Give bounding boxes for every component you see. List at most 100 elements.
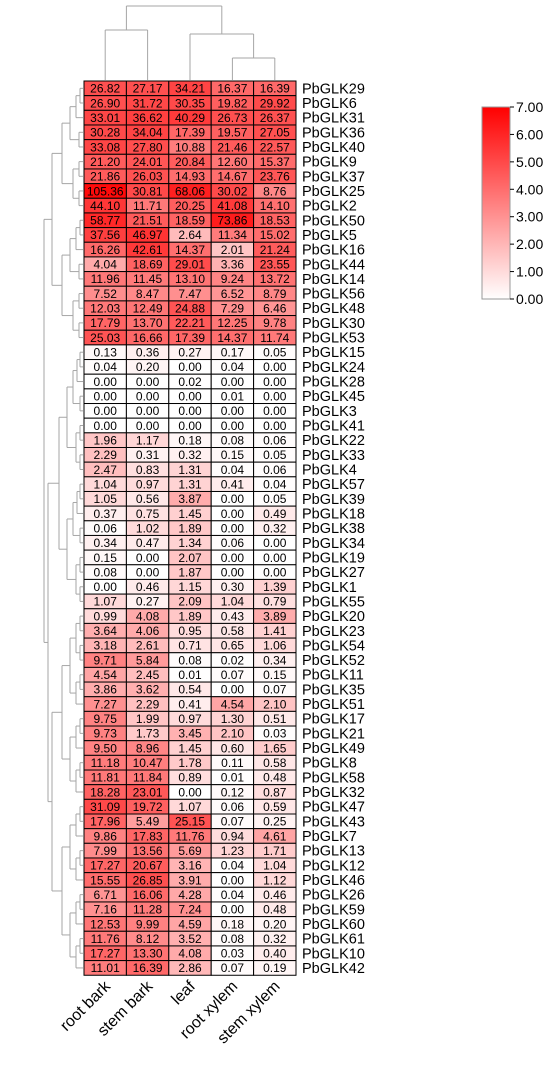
cell-value-label: 3.91: [178, 873, 202, 887]
colorbar-tick-label: 1.00: [516, 264, 543, 280]
cell-value-label: 0.00: [263, 375, 287, 389]
cell-value-label: 1.89: [178, 609, 202, 623]
cell-value-label: 27.17: [133, 82, 163, 96]
cell-value-label: 0.00: [221, 507, 245, 521]
row-label: PbGLK23: [302, 624, 365, 640]
cell-value-label: 11.34: [218, 228, 247, 242]
cell-value-label: 1.78: [178, 756, 202, 770]
cell-value-label: 24.01: [133, 155, 163, 169]
cell-value-label: 13.72: [260, 272, 290, 286]
cell-value-label: 7.47: [178, 287, 202, 301]
cell-value-label: 1.89: [178, 521, 202, 535]
cell-value-label: 0.07: [221, 961, 245, 975]
cell-value-label: 3.45: [178, 727, 202, 741]
row-label: PbGLK27: [302, 565, 365, 581]
row-label: PbGLK20: [302, 609, 365, 625]
cell-value-label: 0.60: [221, 741, 245, 755]
row-label: PbGLK3: [302, 404, 357, 420]
row-label: PbGLK24: [302, 360, 365, 376]
cell-value-label: 22.57: [260, 140, 290, 154]
cell-value-label: 1.30: [221, 712, 245, 726]
row-label: PbGLK30: [302, 316, 365, 332]
cell-value-label: 0.00: [178, 404, 202, 418]
cell-value-label: 0.07: [263, 683, 287, 697]
cell-value-label: 0.13: [94, 346, 118, 360]
cell-value-label: 1.41: [263, 624, 287, 638]
cell-value-label: 9.86: [94, 829, 118, 843]
row-label: PbGLK14: [302, 272, 365, 288]
cell-value-label: 1.73: [136, 727, 160, 741]
cell-value-label: 0.08: [94, 565, 118, 579]
cell-value-label: 0.00: [94, 419, 118, 433]
cell-value-label: 0.89: [178, 771, 202, 785]
cell-value-label: 11.71: [133, 199, 162, 213]
cell-value-label: 11.96: [91, 272, 120, 286]
cell-value-label: 17.39: [175, 126, 205, 140]
cell-value-label: 24.88: [175, 302, 205, 316]
cell-value-label: 0.12: [221, 785, 245, 799]
cell-value-label: 0.00: [94, 404, 118, 418]
cell-value-label: 7.52: [94, 287, 118, 301]
heatmap-cell: [253, 960, 297, 976]
cell-value-label: 0.59: [263, 800, 287, 814]
cell-value-label: 0.36: [136, 346, 160, 360]
cell-value-label: 0.46: [136, 580, 160, 594]
cell-value-label: 73.86: [217, 214, 247, 228]
cell-value-label: 4.61: [263, 829, 287, 843]
row-label: PbGLK31: [302, 111, 365, 127]
row-label: PbGLK10: [302, 946, 365, 962]
cell-value-label: 0.75: [136, 507, 160, 521]
cell-value-label: 21.86: [90, 170, 120, 184]
cell-value-label: 0.79: [263, 595, 287, 609]
cell-value-label: 9.50: [94, 741, 118, 755]
cell-value-label: 14.37: [175, 243, 205, 257]
cell-value-label: 16.37: [217, 82, 247, 96]
cell-value-label: 12.03: [90, 302, 120, 316]
cell-value-label: 0.34: [94, 536, 118, 550]
row-label: PbGLK28: [302, 375, 365, 391]
cell-value-label: 0.83: [136, 463, 160, 477]
cell-value-label: 7.29: [221, 302, 245, 316]
row-label: PbGLK39: [302, 492, 365, 508]
cell-value-label: 20.25: [175, 199, 205, 213]
cell-value-label: 23.76: [260, 170, 290, 184]
cell-value-label: 1.12: [263, 873, 287, 887]
cell-value-label: 1.65: [263, 741, 287, 755]
cell-value-label: 21.20: [90, 155, 120, 169]
row-label: PbGLK1: [302, 580, 357, 596]
cell-value-label: 0.37: [94, 507, 118, 521]
row-label: PbGLK26: [302, 888, 365, 904]
cell-value-label: 1.71: [263, 844, 287, 858]
cell-value-label: 31.09: [90, 800, 120, 814]
cell-value-label: 0.00: [263, 551, 287, 565]
cell-value-label: 58.77: [90, 214, 120, 228]
cell-value-label: 0.48: [263, 771, 287, 785]
cell-value-label: 0.18: [221, 917, 245, 931]
cell-value-label: 7.99: [94, 844, 118, 858]
cell-value-label: 16.26: [90, 243, 120, 257]
cell-value-label: 0.95: [178, 624, 202, 638]
cell-value-label: 1.05: [94, 492, 118, 506]
cell-value-label: 0.51: [263, 712, 287, 726]
cell-value-label: 0.00: [263, 536, 287, 550]
cell-value-label: 11.76: [175, 829, 204, 843]
cell-value-label: 0.05: [263, 492, 287, 506]
cell-value-label: 15.55: [90, 873, 120, 887]
cell-value-label: 11.74: [260, 331, 289, 345]
cell-value-label: 37.56: [90, 228, 120, 242]
cell-value-label: 0.54: [178, 683, 202, 697]
cell-value-label: 21.24: [260, 243, 290, 257]
cell-value-label: 4.06: [136, 624, 160, 638]
cell-value-label: 4.04: [94, 258, 118, 272]
row-label: PbGLK4: [302, 462, 357, 478]
cell-value-label: 19.82: [217, 96, 247, 110]
cell-value-label: 0.32: [263, 932, 287, 946]
cell-value-label: 14.10: [260, 199, 290, 213]
cell-value-label: 0.18: [178, 433, 202, 447]
cell-value-label: 0.00: [263, 360, 287, 374]
cell-value-label: 17.96: [90, 815, 120, 829]
cell-value-label: 0.00: [221, 375, 245, 389]
cell-value-label: 0.07: [221, 668, 245, 682]
cell-value-label: 0.15: [221, 448, 245, 462]
cell-value-label: 0.58: [263, 756, 287, 770]
